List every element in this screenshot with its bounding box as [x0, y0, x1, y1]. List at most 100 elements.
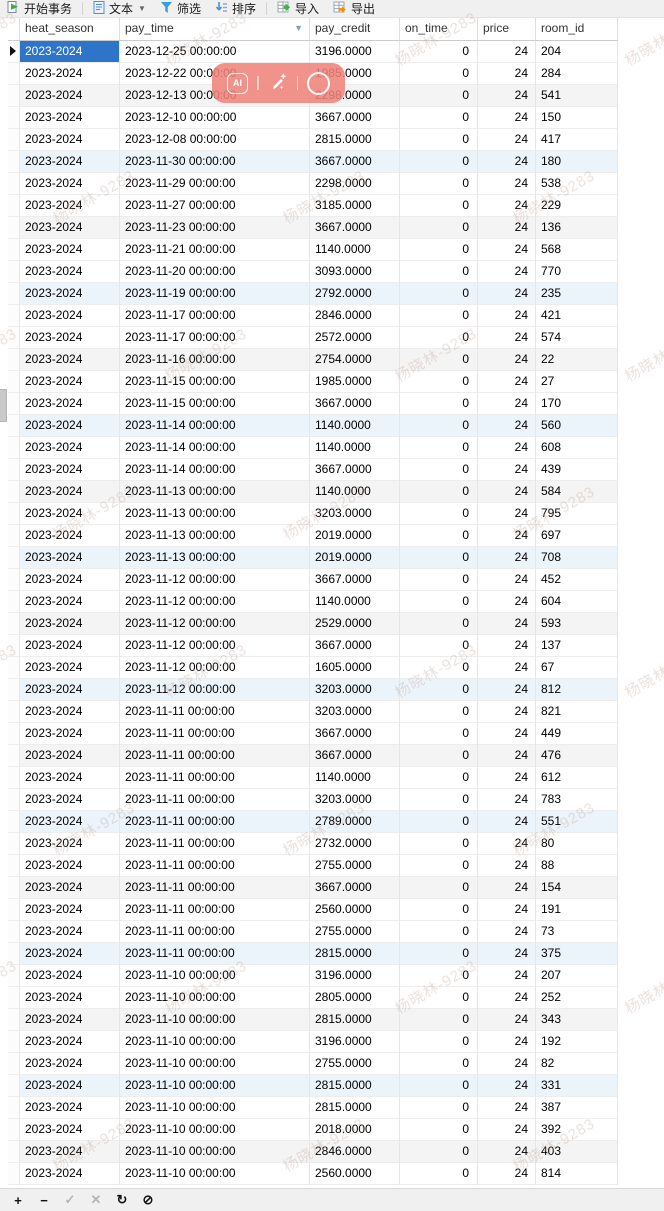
cell-pay_time[interactable]: 2023-11-17 00:00:00	[120, 305, 310, 327]
cell-pay_credit[interactable]: 3667.0000	[310, 877, 400, 899]
row-gutter-cell[interactable]	[8, 129, 20, 151]
cell-price[interactable]: 24	[478, 459, 536, 481]
cell-price[interactable]: 24	[478, 745, 536, 767]
cell-on_time[interactable]: 0	[400, 745, 478, 767]
row-gutter-cell[interactable]	[8, 943, 20, 965]
cell-on_time[interactable]: 0	[400, 151, 478, 173]
cell-pay_credit[interactable]: 2815.0000	[310, 1009, 400, 1031]
table-row[interactable]: 2023-2024 2023-11-19 00:00:00 2792.0000 0 24…	[8, 283, 618, 305]
cell-pay_credit[interactable]: 2815.0000	[310, 943, 400, 965]
cell-heat_season[interactable]: 2023-2024	[20, 569, 120, 591]
cell-pay_time[interactable]: 2023-11-10 00:00:00	[120, 1119, 310, 1141]
cell-pay_time[interactable]: 2023-11-10 00:00:00	[120, 1141, 310, 1163]
cell-heat_season[interactable]: 2023-2024	[20, 327, 120, 349]
cell-pay_credit[interactable]: 3185.0000	[310, 195, 400, 217]
table-row[interactable]: 2023-2024 2023-11-11 00:00:00 1140.0000 0 24…	[8, 767, 618, 789]
cell-pay_time[interactable]: 2023-11-13 00:00:00	[120, 547, 310, 569]
cell-pay_credit[interactable]: 3667.0000	[310, 151, 400, 173]
cell-pay_credit[interactable]: 1605.0000	[310, 657, 400, 679]
table-row[interactable]: 2023-2024 2023-11-10 00:00:00 3196.0000 0 24…	[8, 1031, 618, 1053]
cell-pay_time[interactable]: 2023-11-11 00:00:00	[120, 745, 310, 767]
cell-pay_credit[interactable]: 2754.0000	[310, 349, 400, 371]
row-gutter-cell[interactable]	[8, 723, 20, 745]
row-gutter-cell[interactable]	[8, 965, 20, 987]
cell-on_time[interactable]: 0	[400, 679, 478, 701]
cell-heat_season[interactable]: 2023-2024	[20, 701, 120, 723]
cell-pay_credit[interactable]: 2792.0000	[310, 283, 400, 305]
cell-price[interactable]: 24	[478, 789, 536, 811]
cell-heat_season[interactable]: 2023-2024	[20, 1075, 120, 1097]
filter-button[interactable]: 筛选	[153, 0, 208, 17]
cell-heat_season[interactable]: 2023-2024	[20, 349, 120, 371]
row-gutter-cell[interactable]	[8, 833, 20, 855]
row-gutter-cell[interactable]	[8, 85, 20, 107]
table-row[interactable]: 2023-2024 2023-11-15 00:00:00 3667.0000 0 24…	[8, 393, 618, 415]
cell-heat_season[interactable]: 2023-2024	[20, 1097, 120, 1119]
begin-transaction-button[interactable]: 开始事务	[0, 0, 79, 17]
cell-room_id[interactable]: 812	[536, 679, 618, 701]
row-gutter-cell[interactable]	[8, 283, 20, 305]
cell-room_id[interactable]: 560	[536, 415, 618, 437]
cell-price[interactable]: 24	[478, 195, 536, 217]
row-gutter-cell[interactable]	[8, 657, 20, 679]
cell-room_id[interactable]: 439	[536, 459, 618, 481]
cell-heat_season[interactable]: 2023-2024	[20, 657, 120, 679]
table-row[interactable]: 2023-2024 2023-11-11 00:00:00 3203.0000 0 24…	[8, 701, 618, 723]
cell-room_id[interactable]: 170	[536, 393, 618, 415]
cell-on_time[interactable]: 0	[400, 85, 478, 107]
cell-price[interactable]: 24	[478, 833, 536, 855]
row-gutter-cell[interactable]	[8, 635, 20, 657]
cell-pay_time[interactable]: 2023-12-25 00:00:00	[120, 41, 310, 63]
cell-price[interactable]: 24	[478, 723, 536, 745]
cell-pay_credit[interactable]: 2298.0000	[310, 173, 400, 195]
cell-pay_time[interactable]: 2023-11-13 00:00:00	[120, 525, 310, 547]
row-gutter-cell[interactable]	[8, 921, 20, 943]
table-row[interactable]: 2023-2024 2023-11-10 00:00:00 2018.0000 0 24…	[8, 1119, 618, 1141]
table-row[interactable]: 2023-2024 2023-11-10 00:00:00 2815.0000 0 24…	[8, 1009, 618, 1031]
column-filter-caret-icon[interactable]: ▼	[294, 23, 303, 33]
cell-pay_time[interactable]: 2023-11-10 00:00:00	[120, 1163, 310, 1185]
cell-price[interactable]: 24	[478, 437, 536, 459]
cell-pay_time[interactable]: 2023-11-10 00:00:00	[120, 987, 310, 1009]
table-row[interactable]: 2023-2024 2023-11-17 00:00:00 2846.0000 0 24…	[8, 305, 618, 327]
cell-price[interactable]: 24	[478, 107, 536, 129]
row-gutter-cell[interactable]	[8, 217, 20, 239]
cell-on_time[interactable]: 0	[400, 63, 478, 85]
cell-price[interactable]: 24	[478, 855, 536, 877]
cell-price[interactable]: 24	[478, 41, 536, 63]
cell-room_id[interactable]: 27	[536, 371, 618, 393]
cell-price[interactable]: 24	[478, 767, 536, 789]
column-header-pay-time[interactable]: pay_time ▼	[120, 17, 310, 40]
cell-on_time[interactable]: 0	[400, 965, 478, 987]
cell-on_time[interactable]: 0	[400, 569, 478, 591]
cell-pay_credit[interactable]: 1140.0000	[310, 481, 400, 503]
row-gutter-cell[interactable]	[8, 613, 20, 635]
cell-pay_time[interactable]: 2023-11-14 00:00:00	[120, 437, 310, 459]
cell-price[interactable]: 24	[478, 1075, 536, 1097]
table-row[interactable]: 2023-2024 2023-11-13 00:00:00 1140.0000 0 24…	[8, 481, 618, 503]
cell-pay_time[interactable]: 2023-11-11 00:00:00	[120, 701, 310, 723]
cell-heat_season[interactable]: 2023-2024	[20, 503, 120, 525]
row-gutter-cell[interactable]	[8, 151, 20, 173]
cell-pay_credit[interactable]: 2732.0000	[310, 833, 400, 855]
cell-on_time[interactable]: 0	[400, 459, 478, 481]
cell-room_id[interactable]: 154	[536, 877, 618, 899]
table-row[interactable]: 2023-2024 2023-11-11 00:00:00 3667.0000 0 24…	[8, 723, 618, 745]
cell-heat_season[interactable]: 2023-2024	[20, 41, 120, 63]
table-row[interactable]: 2023-2024 2023-11-12 00:00:00 3667.0000 0 24…	[8, 569, 618, 591]
cell-room_id[interactable]: 80	[536, 833, 618, 855]
cell-price[interactable]: 24	[478, 1163, 536, 1185]
row-gutter-cell[interactable]	[8, 1097, 20, 1119]
cell-pay_time[interactable]: 2023-11-10 00:00:00	[120, 1097, 310, 1119]
cell-pay_time[interactable]: 2023-11-10 00:00:00	[120, 965, 310, 987]
cell-heat_season[interactable]: 2023-2024	[20, 129, 120, 151]
cell-on_time[interactable]: 0	[400, 921, 478, 943]
cell-pay_credit[interactable]: 2019.0000	[310, 525, 400, 547]
cell-pay_credit[interactable]: 3203.0000	[310, 701, 400, 723]
cell-on_time[interactable]: 0	[400, 833, 478, 855]
discard-changes-button[interactable]: ✕	[90, 1192, 102, 1207]
cell-pay_credit[interactable]: 3667.0000	[310, 459, 400, 481]
cell-pay_time[interactable]: 2023-11-12 00:00:00	[120, 679, 310, 701]
cell-price[interactable]: 24	[478, 525, 536, 547]
cell-on_time[interactable]: 0	[400, 41, 478, 63]
